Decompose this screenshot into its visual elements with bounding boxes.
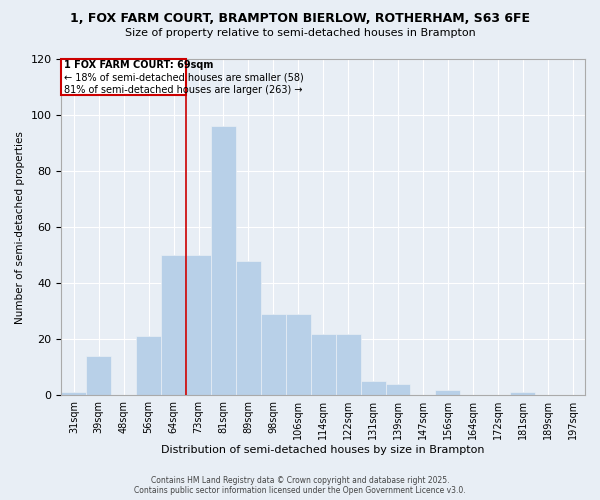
Y-axis label: Number of semi-detached properties: Number of semi-detached properties [15,130,25,324]
Bar [61,59,186,96]
Bar [236,260,261,395]
Bar [286,314,311,395]
Bar [510,392,535,395]
Text: Size of property relative to semi-detached houses in Brampton: Size of property relative to semi-detach… [125,28,475,38]
Bar [136,336,161,395]
Bar [186,255,211,395]
Bar [211,126,236,395]
Bar [61,392,86,395]
Bar [86,356,111,395]
Bar [335,334,361,395]
Bar [361,381,386,395]
Bar [386,384,410,395]
Text: Contains HM Land Registry data © Crown copyright and database right 2025.
Contai: Contains HM Land Registry data © Crown c… [134,476,466,495]
X-axis label: Distribution of semi-detached houses by size in Brampton: Distribution of semi-detached houses by … [161,445,485,455]
Text: 1, FOX FARM COURT, BRAMPTON BIERLOW, ROTHERHAM, S63 6FE: 1, FOX FARM COURT, BRAMPTON BIERLOW, ROT… [70,12,530,26]
Text: 81% of semi-detached houses are larger (263) →: 81% of semi-detached houses are larger (… [64,85,302,95]
Bar [261,314,286,395]
Text: 1 FOX FARM COURT: 69sqm: 1 FOX FARM COURT: 69sqm [64,60,213,70]
Bar [436,390,460,395]
Bar [311,334,335,395]
Text: ← 18% of semi-detached houses are smaller (58): ← 18% of semi-detached houses are smalle… [64,72,304,82]
Bar [161,255,186,395]
